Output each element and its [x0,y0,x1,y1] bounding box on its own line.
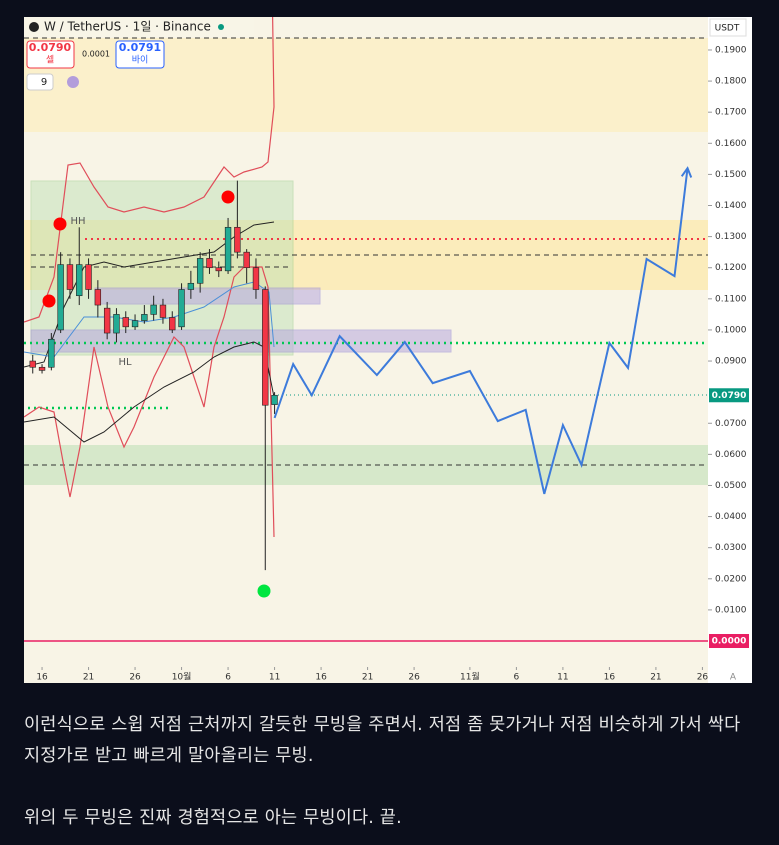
candle-body [141,314,148,321]
x-tick-label: 21 [362,673,373,683]
candle-body [243,251,250,269]
marker [221,190,235,204]
band-low [24,341,275,443]
candle-body [85,264,92,290]
candle-body [122,317,129,328]
candle-body [66,264,74,290]
indicator-count: 9 [41,77,47,88]
x-tick-label: 16 [36,673,48,683]
annotation: HH [70,216,85,227]
zero-label: 0.0000 [712,637,747,647]
annotation: HL [118,357,132,368]
candle-body [48,338,55,368]
candle-body [38,366,46,371]
y-tick-label: 0.0200 [715,574,747,584]
last-price-label: 0.0790 [712,391,747,401]
y-tick-label: 0.0600 [715,450,747,460]
y-tick-label: 0.1700 [715,108,747,118]
currency: USDT [715,24,740,34]
last-price-bg [709,388,749,403]
candle-body [215,267,222,272]
status-dot [218,24,224,30]
y-tick-label: 0.0700 [715,419,747,429]
x-tick-label: 26 [408,673,420,683]
buy-label: 바이 [132,55,149,66]
y-tick-label: 0.0400 [715,512,747,522]
x-tick-label: 21 [650,673,661,683]
candle-body [271,394,278,405]
candle-body [150,304,157,315]
candle-body [29,360,36,368]
y-tick-label: 0.1200 [715,263,747,273]
x-tick-label: 16 [604,673,616,683]
y-tick-label: 0.0100 [715,605,747,615]
x-tick-label: 11 [557,673,568,683]
symbol: W / TetherUS · 1일 · Binance [44,20,211,34]
spread: 0.0001 [82,50,110,59]
auto-scale[interactable]: A [730,673,737,683]
x-tick-label: 26 [697,673,709,683]
candle-body [224,226,232,272]
paragraph: 이런식으로 스윕 저점 근처까지 갈듯한 무빙을 주면서. 저점 좀 못가거나 … [24,715,741,766]
candle-body [76,264,83,297]
marker [257,584,271,598]
candle-body [159,304,167,318]
x-tick-label: 11 [269,673,280,683]
candle-body [57,264,64,331]
projection-line [273,168,689,495]
price-axis-bg [708,17,752,683]
y-tick-label: 0.1800 [715,77,747,87]
y-tick-label: 0.0300 [715,543,747,553]
buy-button[interactable] [115,40,165,69]
candle-body [252,267,260,290]
y-tick-label: 0.1400 [715,201,747,211]
y-tick-label: 0.0900 [715,357,747,367]
candle-body [131,320,139,328]
candle-body [169,317,176,331]
candle-body [113,314,120,334]
header-bg [24,17,254,37]
y-tick-label: 0.1600 [715,139,747,149]
y-tick-label: 0.1100 [715,294,747,304]
candle-body [234,226,241,253]
currency-box[interactable] [709,18,747,37]
buy-price: 0.0791 [119,41,161,54]
x-tick-label: 21 [83,673,94,683]
x-tick-label: 26 [129,673,141,683]
x-tick-label: 6 [225,673,231,683]
marker [53,217,67,231]
symbol-icon [29,22,39,32]
candle-body [103,307,111,334]
sell-price: 0.0790 [29,41,72,54]
band-lower [24,266,275,538]
candle-body [94,289,102,306]
candle-body [178,289,185,328]
candle-body [196,258,204,284]
x-tick-label: 10월 [172,671,192,683]
y-tick-label: 0.1900 [715,45,747,55]
y-tick-label: 0.1300 [715,232,747,242]
x-tick-label: 11월 [460,671,480,683]
zone-purple [30,329,452,353]
zone-purple [94,287,321,305]
marker [42,294,56,308]
x-tick-label: 16 [315,673,327,683]
y-tick-label: 0.1500 [715,170,747,180]
candle-body [187,282,195,290]
zero-label-bg [709,634,749,649]
candle-body [262,289,269,406]
x-tick-label: 6 [514,673,520,683]
candle-body [206,258,213,269]
y-tick-label: 0.0500 [715,481,747,491]
paragraph: 위의 두 무빙은 진짜 경험적으로 아는 무빙이다. 끝. [24,808,402,828]
y-tick-label: 0.1000 [715,325,747,335]
arrow-head [680,166,693,178]
indicator-toggle[interactable] [26,73,54,91]
chart: HH HL W / TetherUS · 1일 · Binance 0.0790… [24,17,752,683]
sell-label: 셀 [46,55,54,66]
band-upper [24,17,275,323]
sell-button[interactable] [26,40,75,69]
refresh-icon[interactable] [67,76,79,88]
